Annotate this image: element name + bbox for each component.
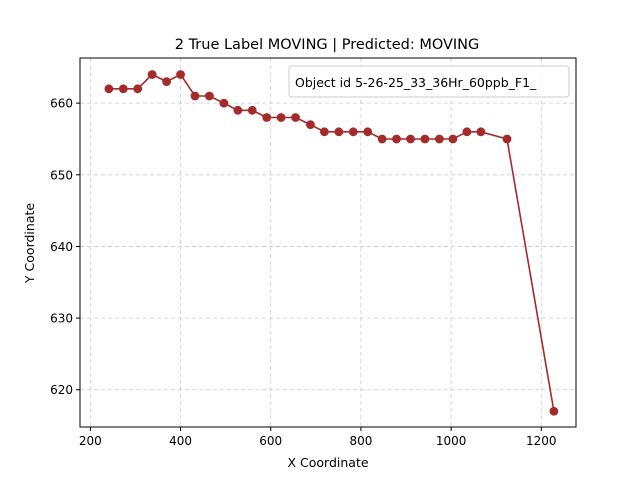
data-point <box>233 105 243 115</box>
data-point <box>363 127 373 137</box>
data-point <box>392 134 401 144</box>
y-axis-ticks: 620 630 640 650 660 <box>50 97 80 397</box>
data-point <box>133 84 143 94</box>
data-point <box>502 134 512 144</box>
data-point <box>247 105 257 115</box>
data-point <box>462 127 472 137</box>
y-tick-label: 630 <box>50 312 73 326</box>
data-point <box>406 134 415 144</box>
x-axis-ticks: 200 400 600 800 1000 1200 <box>79 427 557 448</box>
data-point <box>377 134 387 144</box>
x-tick-label: 600 <box>259 434 282 448</box>
data-point <box>205 91 214 101</box>
legend-box <box>288 65 570 98</box>
data-point <box>420 134 430 144</box>
data-point <box>276 113 286 122</box>
y-tick-label: 650 <box>50 168 73 182</box>
x-tick-label: 1200 <box>526 434 557 448</box>
data-point <box>147 70 157 79</box>
data-point <box>162 77 171 87</box>
data-point <box>176 70 185 79</box>
data-point <box>549 406 559 416</box>
data-point <box>448 134 458 144</box>
y-tick-label: 660 <box>50 97 73 111</box>
y-tick-label: 620 <box>50 383 73 397</box>
series-layer <box>104 70 559 416</box>
x-tick-label: 1000 <box>436 434 467 448</box>
data-point <box>118 84 128 94</box>
data-point <box>334 127 344 137</box>
data-point <box>306 120 315 130</box>
legend: Object id 5-26-25_33_36Hr_60ppb_F1_ <box>288 65 570 98</box>
data-point <box>434 134 444 144</box>
grid <box>80 58 576 427</box>
x-tick-label: 400 <box>169 434 192 448</box>
data-point <box>348 127 358 137</box>
data-point <box>291 113 300 122</box>
data-point <box>262 113 272 122</box>
x-axis-label: X Coordinate <box>287 455 368 470</box>
data-point <box>219 98 229 108</box>
data-point <box>190 91 200 101</box>
y-tick-label: 640 <box>50 240 73 254</box>
plot-frame <box>79 57 577 428</box>
y-axis-label: Y Coordinate <box>22 203 37 284</box>
x-tick-label: 200 <box>79 434 102 448</box>
data-point <box>319 127 329 137</box>
data-point <box>104 84 114 94</box>
legend-entry-label: Object id 5-26-25_33_36Hr_60ppb_F1_ <box>295 75 537 90</box>
x-tick-label: 800 <box>349 434 372 448</box>
chart-title: 2 True Label MOVING | Predicted: MOVING <box>175 37 480 53</box>
data-point <box>476 127 486 137</box>
